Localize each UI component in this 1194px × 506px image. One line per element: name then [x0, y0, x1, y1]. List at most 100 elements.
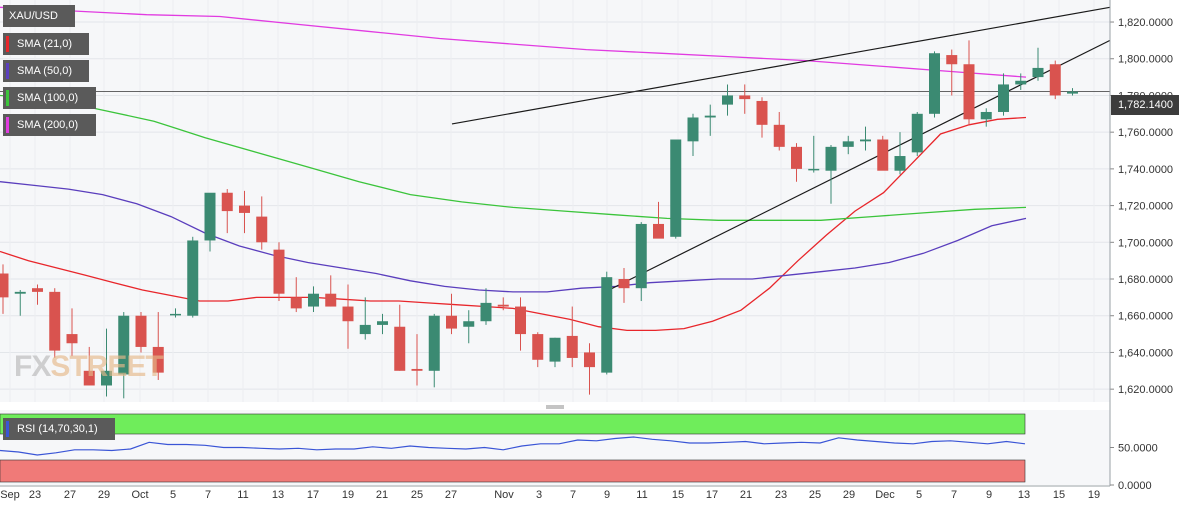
- sma-200-swatch: [6, 117, 9, 133]
- legend-sma-100[interactable]: SMA (100,0): [3, 87, 96, 109]
- watermark-part2: STREET: [50, 350, 163, 383]
- time-tick-label: Dec: [875, 489, 895, 501]
- candle-body: [877, 139, 889, 171]
- time-tick-label: 5: [170, 489, 176, 501]
- candle: [497, 297, 509, 311]
- legend-sma-200-label: SMA (200,0): [17, 119, 79, 131]
- candle-body: [497, 304, 509, 307]
- legend-sma-50[interactable]: SMA (50,0): [3, 60, 89, 82]
- legend-rsi-label: RSI (14,70,30,1): [17, 423, 98, 435]
- candle-body: [756, 100, 768, 125]
- candle: [1049, 60, 1061, 100]
- grid-lines: [0, 21, 1110, 390]
- sma-lines: [0, 6, 1027, 332]
- rsi-overbought-zone: [0, 413, 1026, 435]
- candle-body: [308, 293, 319, 307]
- time-tick-label: 19: [1088, 489, 1100, 501]
- candle: [773, 111, 785, 151]
- candle: [377, 313, 388, 335]
- candle-body: [221, 192, 233, 212]
- price-tick-label: 1,620.0000: [1118, 384, 1173, 396]
- candle-body: [911, 113, 923, 153]
- candle-body: [1049, 64, 1061, 96]
- watermark-part1: FX: [14, 350, 51, 383]
- candle: [911, 111, 923, 157]
- candle: [14, 290, 26, 316]
- price-tick-label: 1,800.0000: [1118, 54, 1173, 66]
- rsi-tick-label: 50.0000: [1118, 443, 1158, 455]
- candle: [290, 277, 302, 313]
- candle-body: [549, 337, 561, 362]
- candle: [239, 190, 250, 234]
- time-tick-label: 19: [342, 489, 354, 501]
- candle-body: [239, 205, 250, 213]
- legend-sma-200[interactable]: SMA (200,0): [3, 114, 96, 136]
- time-tick-label: 7: [205, 489, 211, 501]
- price-tick-label: 1,720.0000: [1118, 201, 1173, 213]
- time-tick-label: 17: [706, 489, 718, 501]
- candle: [411, 334, 423, 386]
- candle: [635, 222, 647, 302]
- time-tick-label: 21: [376, 489, 388, 501]
- candle-body: [704, 115, 716, 118]
- candle: [791, 143, 802, 182]
- candle: [204, 192, 216, 252]
- candle: [877, 135, 889, 171]
- time-tick-label: 25: [809, 489, 821, 501]
- time-tick-label: 13: [272, 489, 284, 501]
- price-tick-label: 1,700.0000: [1118, 237, 1173, 249]
- candle: [187, 236, 199, 318]
- candle: [929, 51, 940, 118]
- candle-body: [290, 297, 302, 309]
- time-tick-label: 11: [237, 489, 248, 501]
- candle: [980, 108, 992, 127]
- candle-body: [204, 192, 216, 241]
- time-tick-label: 21: [740, 489, 752, 501]
- time-tick-label: 11: [636, 489, 647, 501]
- candle-body: [963, 64, 975, 120]
- sma-line-100: [0, 94, 1027, 221]
- candle-body: [14, 291, 26, 294]
- candle-body: [584, 352, 595, 368]
- time-tick-label: 7: [951, 489, 957, 501]
- time-tick-label: 3: [536, 489, 542, 501]
- candle: [152, 312, 164, 380]
- legend-rsi[interactable]: RSI (14,70,30,1): [3, 418, 115, 440]
- candle-body: [635, 223, 647, 289]
- price-tick-label: 1,640.0000: [1118, 347, 1173, 359]
- candle: [394, 304, 406, 371]
- candle-body: [256, 216, 268, 243]
- panel-divider-handle[interactable]: [546, 405, 564, 409]
- candle: [722, 84, 733, 116]
- candle-body: [601, 277, 613, 373]
- candle: [842, 135, 854, 155]
- time-tick-label: 29: [98, 489, 110, 501]
- candle: [670, 139, 682, 239]
- time-tick-label: 25: [411, 489, 423, 501]
- candles[interactable]: [0, 40, 1078, 399]
- candle-body: [118, 315, 130, 375]
- candle: [32, 284, 43, 305]
- candle: [549, 337, 561, 368]
- candle: [532, 332, 544, 368]
- candle: [342, 284, 354, 349]
- candle-body: [480, 302, 492, 322]
- time-tick-label: 9: [604, 489, 610, 501]
- legend-symbol[interactable]: XAU/USD: [3, 5, 75, 27]
- candle: [963, 40, 975, 125]
- price-axis[interactable]: 1,820.00001,800.00001,780.00001,760.0000…: [1109, 0, 1173, 486]
- candle: [118, 312, 130, 399]
- time-axis[interactable]: Sep 23 27 29 Oct 5 7 11 13 17 19 21 25 27 Nov 3 7 9 11 15 17…: [0, 489, 1100, 501]
- main-plot-area: [0, 0, 1110, 402]
- candle: [135, 312, 147, 353]
- candle-body: [929, 53, 940, 114]
- candle: [325, 275, 337, 307]
- legend-sma-21[interactable]: SMA (21,0): [3, 33, 89, 55]
- candle-body: [653, 223, 664, 239]
- candle-body: [83, 370, 95, 386]
- candle-body: [411, 368, 423, 371]
- candle-body: [566, 335, 578, 358]
- candle: [83, 346, 95, 386]
- rsi-zones: [0, 413, 1026, 483]
